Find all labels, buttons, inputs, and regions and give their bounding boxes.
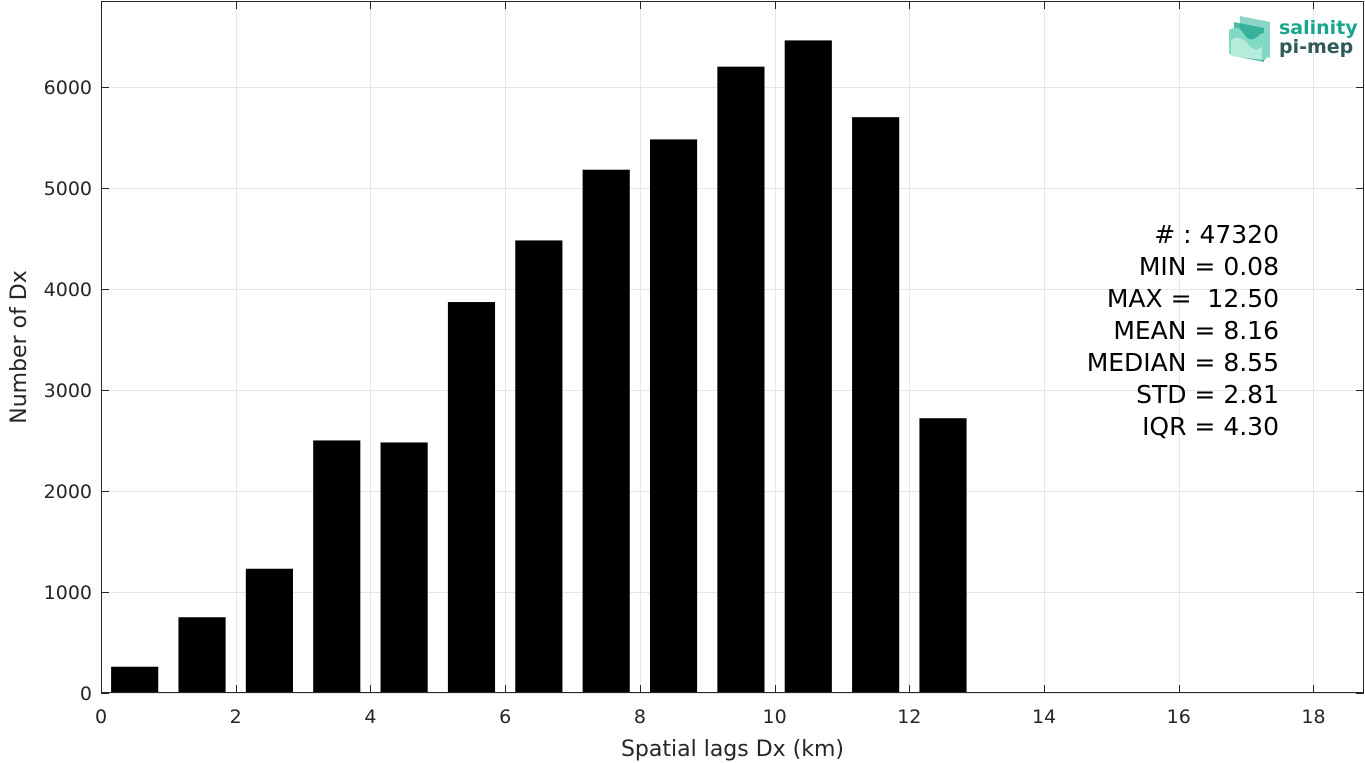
x-tick-label: 10 [763, 706, 787, 728]
x-tick-label: 8 [634, 706, 646, 728]
x-tick-label: 2 [230, 706, 242, 728]
y-tick-label: 3000 [44, 380, 92, 402]
stat-std: STD = 2.81 [1136, 380, 1279, 409]
x-tick-label: 12 [897, 706, 921, 728]
histogram-bar [649, 139, 698, 693]
y-tick-label: 0 [80, 683, 92, 705]
x-tick-label: 16 [1167, 706, 1191, 728]
bars [111, 40, 967, 694]
histogram-bar [313, 440, 361, 693]
histogram-bar [380, 442, 428, 693]
histogram-bar [784, 40, 832, 693]
histogram-bar [515, 240, 563, 694]
histogram-bar [582, 169, 630, 694]
y-tick-label: 6000 [44, 77, 92, 99]
y-tick-label: 2000 [44, 481, 92, 503]
stat-iqr: IQR = 4.30 [1142, 412, 1279, 441]
salinity-pimep-logo: salinity pi-mep [1229, 16, 1358, 62]
x-tick-label: 14 [1032, 706, 1056, 728]
y-tick-label: 4000 [44, 279, 92, 301]
y-tick-label: 1000 [44, 582, 92, 604]
histogram-bar [178, 617, 226, 693]
stat-count: # : 47320 [1154, 220, 1279, 249]
histogram-bar [852, 117, 900, 694]
logo-line-1: salinity [1279, 17, 1358, 39]
y-tick-label: 5000 [44, 178, 92, 200]
plot-frame [101, 1, 1364, 693]
stat-median: MEDIAN = 8.55 [1087, 348, 1279, 377]
histogram-bar [245, 568, 293, 693]
x-axis-label: Spatial lags Dx (km) [621, 737, 844, 762]
x-tick-label: 4 [364, 706, 376, 728]
stat-min: MIN = 0.08 [1139, 252, 1279, 281]
x-tick-label: 18 [1301, 706, 1325, 728]
histogram-bar [447, 302, 496, 693]
stat-mean: MEAN = 8.16 [1113, 316, 1279, 345]
histogram-bar [717, 66, 765, 693]
histogram-bar [111, 666, 159, 693]
y-axis-label: Number of Dx [7, 270, 32, 424]
logo-line-2: pi-mep [1279, 36, 1353, 58]
statistics-annotation: # : 47320 MIN = 0.08 MAX = 12.50 MEAN = … [1087, 220, 1279, 441]
x-tick-label: 0 [95, 706, 107, 728]
histogram-bar [919, 418, 967, 693]
stat-max: MAX = 12.50 [1107, 284, 1279, 313]
x-tick-label: 6 [499, 706, 511, 728]
wave-mark-icon [1229, 16, 1270, 62]
axis-ticks: 0 2 4 6 8 10 12 14 16 18 0 1000 2000 3000 4000 5000 6000 [44, 1, 1364, 728]
